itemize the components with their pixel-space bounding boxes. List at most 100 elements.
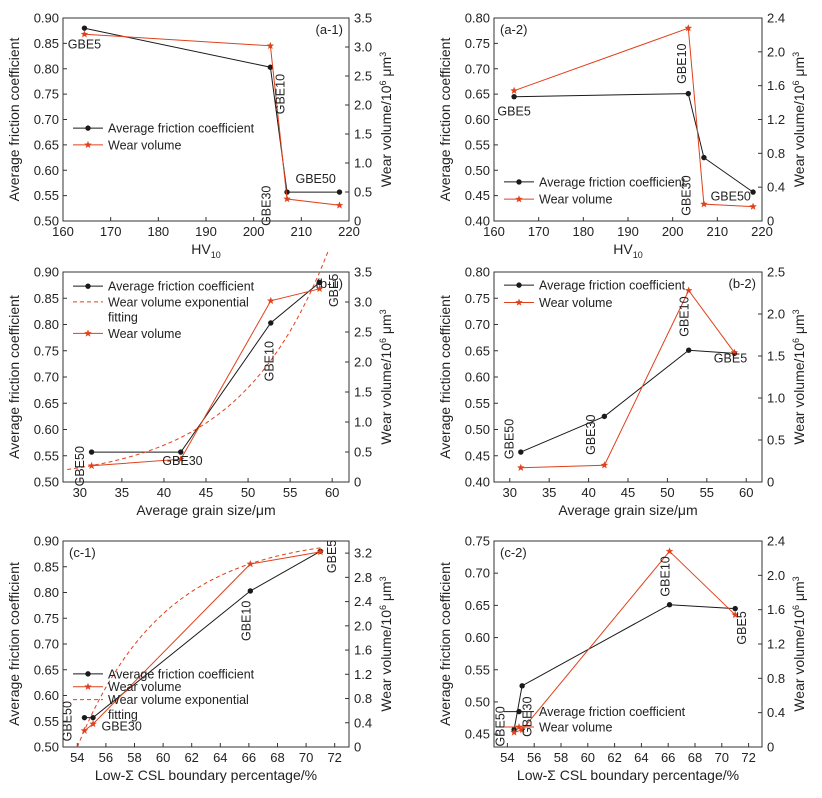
- y2-axis-label-y2label-unit: μm: [791, 581, 807, 605]
- x-tick-label: 58: [127, 750, 141, 765]
- y2-axis-label-cube: 3: [791, 309, 801, 314]
- y-tick-label: 0.65: [34, 662, 59, 677]
- wear-point: [749, 202, 757, 210]
- x-tick-label: 70: [299, 750, 313, 765]
- y2-tick-label: 2.0: [354, 355, 372, 370]
- x-tick-label: 30: [503, 485, 517, 500]
- x-axis-label-main: HV: [191, 241, 211, 257]
- y-tick-label: 0.70: [34, 370, 59, 385]
- annotation-gbe30: GBE30: [680, 175, 694, 215]
- friction-point: [81, 25, 88, 31]
- legend-label: Average friction coefficient: [539, 175, 686, 189]
- legend-item: Average friction coefficient: [73, 280, 255, 294]
- annotation-gbe30: GBE30: [101, 720, 141, 734]
- wear-point: [665, 547, 674, 555]
- legend-marker: [516, 708, 522, 715]
- legend-item: Wear volume: [73, 138, 181, 152]
- y2-axis-label-y2label-unit: μm: [378, 57, 394, 81]
- y-tick-label: 0.55: [465, 137, 490, 152]
- annotation-gbe50: GBE50: [711, 190, 751, 204]
- y-tick-label: 0.50: [34, 740, 59, 755]
- friction-point: [601, 413, 608, 420]
- series-fit-curve: [76, 546, 324, 748]
- y2-axis-label-y2label: Wear volume/10: [791, 85, 807, 187]
- annotation-gbe30: GBE30: [521, 697, 535, 737]
- legend-marker: [85, 283, 91, 289]
- y2-axis-label-cube: 3: [378, 52, 388, 57]
- series-wear-line: [91, 288, 320, 467]
- wear-point: [730, 348, 739, 356]
- x-tick-label: 190: [617, 224, 639, 239]
- y2-tick-label: 1.5: [354, 127, 372, 142]
- legend-marker: [516, 179, 522, 185]
- friction-point: [519, 683, 525, 689]
- series-wear-line: [84, 551, 321, 731]
- y-tick-label: 0.70: [465, 317, 490, 332]
- x-tick-label: 70: [715, 750, 729, 765]
- panel-c2: 54 56 58 60 62 64 66 68 70 720.450.500.550.600.65…: [437, 534, 807, 784]
- y-tick-label: 0.85: [34, 36, 59, 51]
- panel-c1: 54 56 58 60 62 64 66 68 70 720.500.550.600.650.70…: [6, 534, 394, 784]
- wear-point: [510, 728, 518, 736]
- friction-point: [732, 605, 738, 612]
- y2-tick-label: 2.5: [354, 69, 372, 84]
- annotation-gbe30: GBE30: [259, 186, 273, 226]
- annotation-gbe10: GBE10: [239, 601, 253, 641]
- y2-tick-label: 3.0: [354, 295, 372, 310]
- legend-label: Average friction coefficient: [108, 122, 255, 136]
- y2-tick-label: 2.4: [767, 534, 785, 549]
- friction-point: [268, 320, 274, 326]
- wear-point: [266, 296, 275, 305]
- y2-tick-label: 2.8: [354, 570, 372, 585]
- y-tick-label: 0.80: [34, 585, 59, 600]
- legend-marker: [85, 671, 91, 677]
- wear-point: [510, 86, 518, 94]
- series-wear-line: [513, 550, 736, 733]
- series-fit-curve: [67, 251, 329, 470]
- friction-point: [284, 189, 290, 195]
- y2-axis-label-cube: 3: [378, 309, 388, 314]
- y2-axis-label-y2label: Wear volume/10: [791, 343, 807, 445]
- legend-label-2: fitting: [108, 708, 138, 722]
- y-tick-label: 0.85: [34, 559, 59, 574]
- legend-marker: [515, 195, 523, 203]
- x-tick-label: 40: [581, 485, 595, 500]
- annotation-gbe10: GBE10: [678, 296, 692, 336]
- y2-tick-label: 3.0: [354, 40, 372, 55]
- legend-item: Average friction coefficient: [504, 279, 686, 293]
- x-tick-label: 58: [554, 750, 568, 765]
- annotation-gbe50: GBE50: [494, 706, 508, 746]
- y2-axis-label: Wear volume/106 μm3: [378, 52, 394, 187]
- legend-marker: [516, 282, 522, 288]
- x-axis-label-main: HV: [613, 241, 633, 257]
- x-tick-label: 68: [688, 750, 702, 765]
- friction-point: [666, 602, 673, 608]
- friction-point: [701, 154, 707, 161]
- y-tick-label: 0.60: [465, 370, 490, 385]
- annotation-gbe5: GBE5: [497, 104, 530, 118]
- y-tick-label: 0.50: [34, 475, 59, 490]
- x-tick-label: 56: [99, 750, 113, 765]
- friction-point: [511, 93, 517, 100]
- annotation-gbe5: GBE5: [714, 351, 747, 365]
- y2-tick-label: 2.0: [354, 98, 372, 113]
- friction-point: [750, 189, 756, 195]
- x-tick-label: 220: [338, 224, 360, 239]
- x-tick-label: 72: [327, 750, 341, 765]
- y2-tick-label: 1.2: [767, 112, 785, 127]
- y-axis-label: Average friction coefficient: [6, 295, 22, 459]
- x-axis-label-sub: 10: [633, 250, 643, 260]
- y2-tick-label: 0.5: [354, 445, 372, 460]
- panel-label: (c-1): [69, 545, 96, 560]
- legend-marker: [84, 140, 92, 149]
- x-tick-label: 40: [157, 485, 171, 500]
- friction-point: [685, 347, 692, 353]
- x-tick-label: 60: [739, 485, 753, 500]
- y-tick-label: 0.60: [465, 630, 490, 645]
- wear-point: [80, 30, 89, 38]
- x-tick-label: 54: [70, 750, 84, 765]
- legend-item: Wear volume: [504, 296, 612, 310]
- y-tick-label: 0.75: [34, 343, 59, 358]
